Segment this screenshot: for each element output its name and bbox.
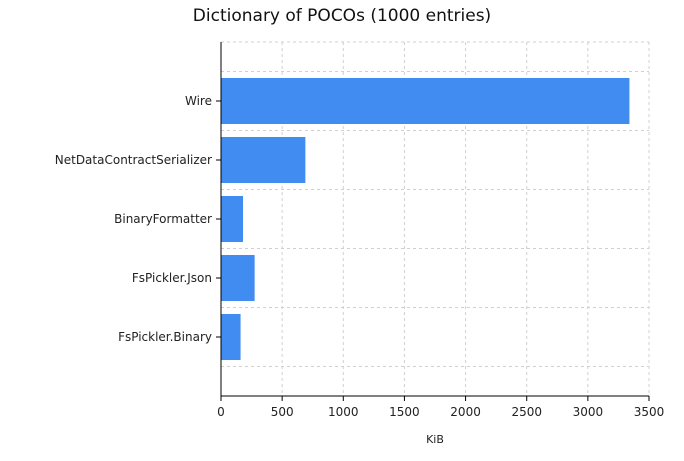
x-tick-label: 1000 — [328, 405, 359, 419]
y-tick-label: Wire — [185, 94, 212, 108]
x-tick-label: 2000 — [450, 405, 481, 419]
x-axis-label: KiB — [426, 433, 444, 446]
bar — [221, 313, 241, 361]
y-tick-label: FsPickler.Binary — [118, 330, 212, 344]
y-tick-label: FsPickler.Json — [132, 271, 212, 285]
ticks: 0 500 1000 1500 2000 2500 3000 3500 Wire NetDataC… — [55, 94, 665, 419]
x-tick-label: 0 — [217, 405, 225, 419]
x-tick-label: 3000 — [573, 405, 604, 419]
chart-title: Dictionary of POCOs (1000 entries) — [192, 6, 492, 26]
bar — [221, 254, 255, 302]
x-tick-label: 3500 — [634, 405, 665, 419]
bars — [221, 77, 630, 361]
bar — [221, 136, 306, 184]
x-tick-label: 500 — [271, 405, 294, 419]
y-tick-label: BinaryFormatter — [114, 212, 212, 226]
bar — [221, 195, 244, 243]
x-tick-label: 1500 — [389, 405, 420, 419]
y-tick-label: NetDataContractSerializer — [55, 153, 212, 167]
x-tick-label: 2500 — [511, 405, 542, 419]
bar — [221, 77, 630, 125]
grid-lines — [221, 41, 650, 396]
